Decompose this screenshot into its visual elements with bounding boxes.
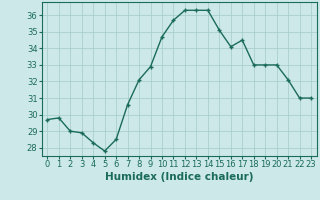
- X-axis label: Humidex (Indice chaleur): Humidex (Indice chaleur): [105, 172, 253, 182]
